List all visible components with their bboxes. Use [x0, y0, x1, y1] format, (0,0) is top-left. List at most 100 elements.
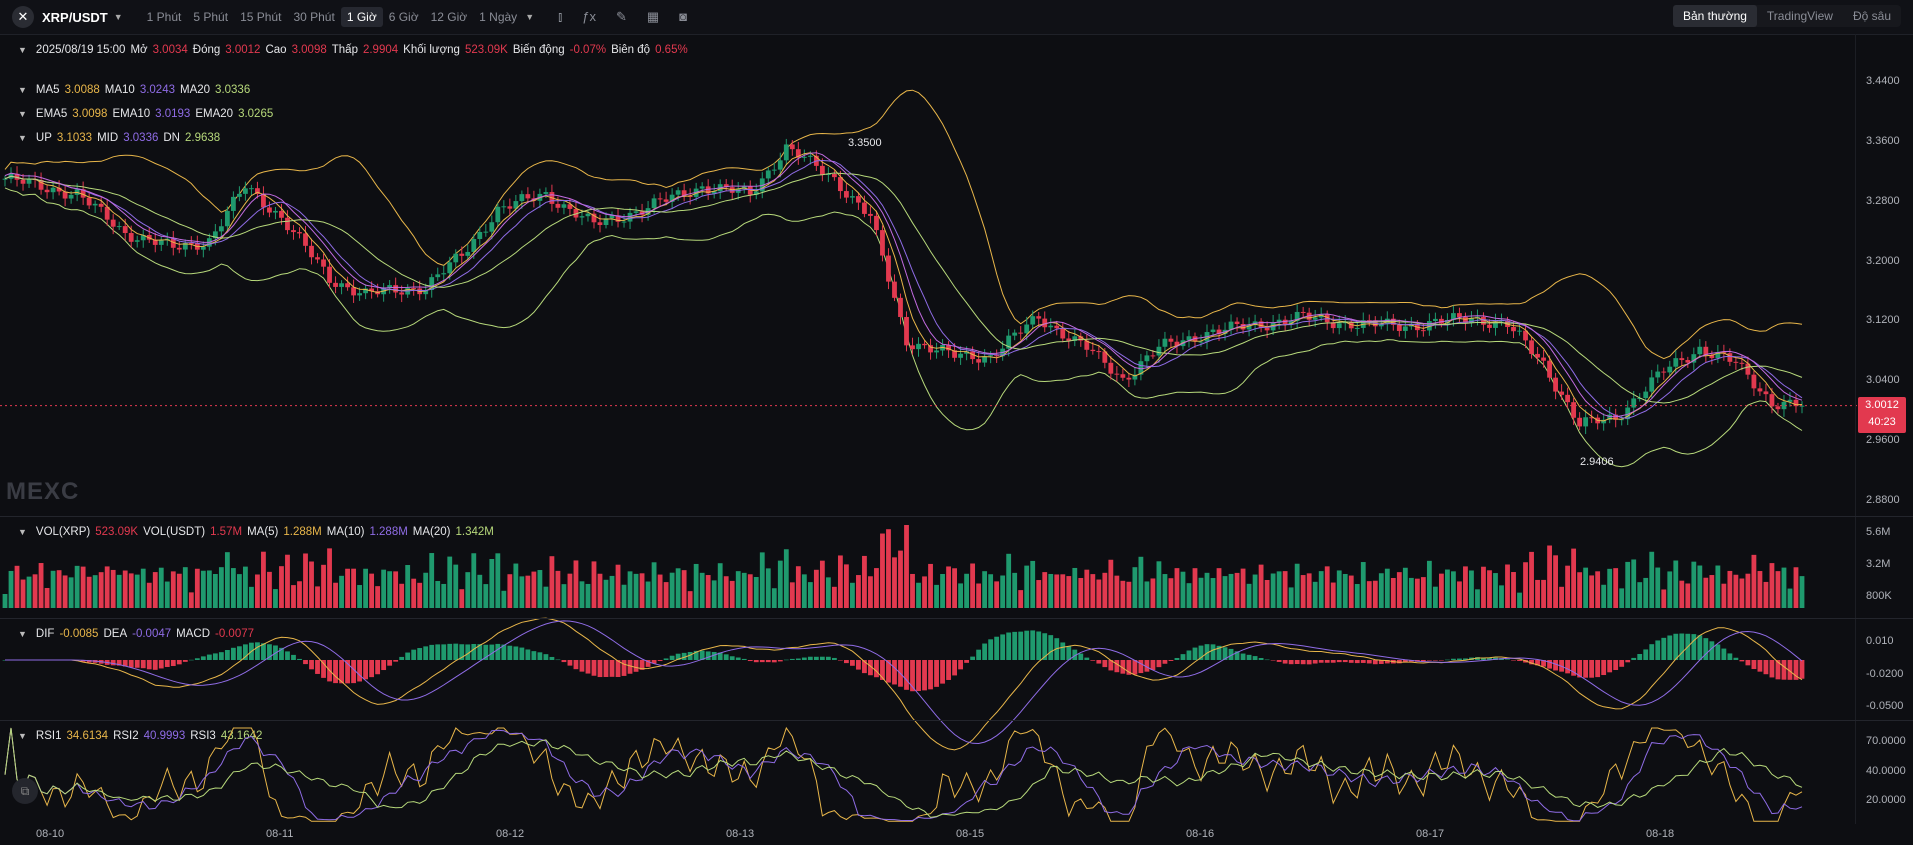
macd-bar [1547, 660, 1552, 669]
candle-body [1577, 417, 1583, 427]
volume-bar [1769, 563, 1775, 608]
candle-body [609, 215, 615, 219]
collapse-chevron-icon[interactable]: ▼ [18, 109, 27, 119]
layout-grid-icon[interactable]: ▦ [646, 9, 660, 24]
candle-type-icon[interactable]: ⫾ [558, 9, 563, 24]
volume-bar [1366, 581, 1372, 608]
macd-bar [916, 660, 921, 691]
candle-body [158, 240, 164, 245]
settings-corner-icon[interactable]: ⧉ [12, 778, 38, 804]
volume-bar [8, 570, 14, 608]
volume-bar [615, 564, 621, 608]
collapse-chevron-icon[interactable]: ▼ [18, 731, 27, 741]
volume-bar [591, 561, 597, 608]
volume-bar [1048, 573, 1054, 608]
macd-bar [1228, 648, 1234, 660]
volume-bar [1282, 571, 1288, 608]
volume-bar [1475, 589, 1480, 608]
volume-bar [1541, 579, 1546, 608]
volume-bar [513, 563, 519, 608]
macd-bar [1246, 654, 1252, 660]
candle-body [176, 247, 182, 250]
candle-body [447, 262, 453, 274]
symbol-selector[interactable]: XRP/USDT [42, 9, 108, 25]
candle-body [1493, 321, 1498, 328]
candle-body [1691, 354, 1697, 363]
boll-up-label: UP [35, 132, 52, 144]
interval-option[interactable]: 12 Giờ [430, 10, 468, 24]
volume-bar [1499, 585, 1504, 608]
ma5-label: MA5 [35, 84, 60, 96]
interval-option[interactable]: 6 Giờ [388, 10, 419, 24]
interval-option[interactable]: 1 Phút [146, 10, 182, 24]
volume-bar [1234, 572, 1240, 608]
screenshot-camera-icon[interactable]: ◙ [679, 9, 688, 24]
interval-option[interactable]: 1 Giờ [340, 7, 383, 27]
volume-bar [892, 557, 897, 608]
view-tab[interactable]: Bản thường [1672, 5, 1757, 27]
view-tab[interactable]: TradingView [1766, 9, 1833, 23]
volume-bar [1198, 577, 1204, 608]
macd-bar [417, 648, 423, 660]
dea-value: -0.0047 [132, 628, 172, 640]
volume-bar [976, 583, 982, 608]
vol-usdt-label: VOL(USDT) [143, 526, 206, 538]
volume-bar [1757, 571, 1763, 608]
volume-bar [789, 582, 795, 608]
indicator-fx-icon[interactable]: ƒx [582, 9, 597, 24]
macd-bar [1204, 644, 1210, 660]
interval-option[interactable]: 15 Phút [240, 10, 282, 24]
volume-bar [934, 584, 939, 608]
volume-bar [1186, 583, 1192, 608]
macd-bar [1138, 660, 1144, 674]
volume-bar [609, 575, 615, 608]
volume-bar [1138, 556, 1144, 608]
volume-bar [122, 570, 128, 608]
interval-dropdown-icon[interactable]: ▼ [525, 12, 535, 22]
view-tab[interactable]: Độ sâu [1852, 9, 1891, 23]
vol-xrp-label: VOL(XRP) [35, 526, 91, 538]
candle-body [856, 196, 861, 203]
candle-body [1036, 316, 1042, 319]
candle-body [104, 206, 110, 220]
candle-body [146, 234, 152, 240]
candle-body [555, 203, 561, 208]
collapse-chevron-icon[interactable]: ▼ [18, 629, 27, 639]
macd-bar [1276, 660, 1282, 662]
interval-option[interactable]: 5 Phút [193, 10, 229, 24]
candle-body [1114, 373, 1120, 375]
interval-option[interactable]: 1 Ngày [479, 10, 518, 24]
draw-pencil-icon[interactable]: ✎ [616, 9, 627, 24]
collapse-chevron-icon[interactable]: ▼ [18, 133, 27, 143]
volume-bar [182, 567, 188, 608]
collapse-chevron-icon[interactable]: ▼ [18, 527, 27, 537]
macd-bar [1781, 660, 1787, 680]
macd-legend: ▼ DIF -0.0085 DEA -0.0047 MACD -0.0077 [18, 628, 254, 640]
macd-bar [471, 643, 477, 660]
exchange-logo-icon[interactable]: ✕ [12, 6, 34, 28]
candle-body [134, 240, 140, 242]
macd-bar [303, 660, 308, 665]
candle-body [1030, 316, 1036, 325]
ma10-value: 3.0243 [139, 84, 175, 96]
volume-bar [1505, 564, 1510, 608]
volume-bar [1667, 571, 1673, 608]
macd-bar [1252, 656, 1258, 660]
candle-body [1090, 349, 1096, 352]
volume-bar [1390, 577, 1396, 608]
candle-body [86, 197, 92, 206]
volume-bar [819, 560, 825, 608]
collapse-chevron-icon[interactable]: ▼ [18, 85, 27, 95]
candle-body [1132, 374, 1138, 380]
candle-body [200, 246, 206, 250]
collapse-chevron-icon[interactable]: ▼ [18, 45, 27, 55]
macd-bar [345, 660, 350, 684]
y-tick-label: 3.2800 [1866, 194, 1900, 207]
macd-bar [783, 659, 789, 661]
macd-bar [934, 660, 939, 687]
macd-bar [1438, 660, 1444, 661]
chevron-down-icon[interactable]: ▼ [113, 12, 123, 22]
candle-body [1174, 341, 1180, 347]
interval-option[interactable]: 30 Phút [293, 10, 335, 24]
